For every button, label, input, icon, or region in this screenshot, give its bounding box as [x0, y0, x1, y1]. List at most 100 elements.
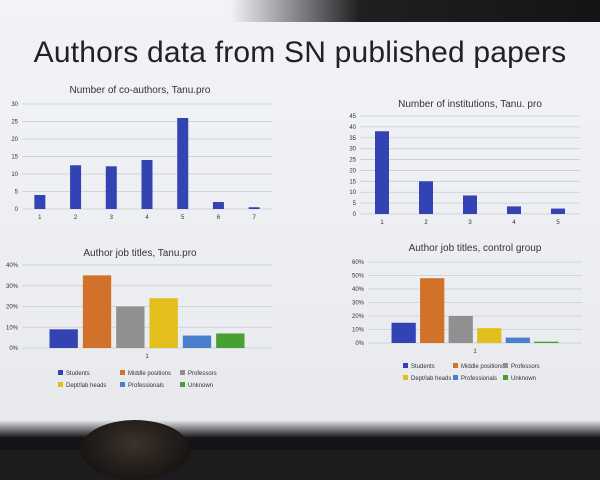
bar-students [391, 322, 416, 343]
x-tick-label: 4 [512, 220, 516, 226]
y-tick-label: 10 [349, 190, 356, 196]
bar [507, 206, 521, 214]
legend-swatch [503, 375, 508, 380]
y-tick-label: 30 [11, 102, 18, 108]
x-tick-label: 2 [74, 215, 78, 221]
legend-label: Middle positions [461, 364, 504, 370]
x-tick-label: 5 [556, 220, 560, 226]
x-tick-label: 6 [217, 215, 221, 221]
y-tick-label: 25 [11, 120, 18, 126]
bar [248, 207, 260, 209]
legend-swatch [58, 382, 63, 387]
bar-unknown [534, 341, 559, 343]
x-tick-label: 3 [110, 215, 114, 221]
y-tick-label: 30% [352, 301, 365, 307]
bar-students [49, 329, 78, 348]
x-tick-label: 7 [252, 215, 256, 221]
bar-professionals [505, 337, 530, 343]
x-tick-label: 5 [181, 215, 185, 221]
coauthors-chart: Number of co-authors, Tanu.pro0510152025… [6, 85, 582, 389]
legend-swatch [503, 363, 508, 368]
bar-middle-positions [82, 275, 112, 348]
x-tick-label: 1 [473, 349, 477, 355]
legend-swatch [403, 363, 408, 368]
y-tick-label: 30 [349, 147, 356, 153]
legend-swatch [58, 370, 63, 375]
legend-swatch [403, 375, 408, 380]
y-tick-label: 20 [11, 137, 18, 143]
y-tick-label: 10 [11, 172, 18, 178]
y-tick-label: 0 [353, 212, 357, 218]
bar [419, 181, 433, 214]
bar-unknown [216, 333, 245, 348]
legend-label: Professionals [461, 376, 497, 382]
y-tick-label: 15 [11, 155, 18, 161]
bar [212, 202, 224, 209]
bar-dept-lab-heads [149, 298, 178, 348]
bar-professors [448, 316, 473, 343]
legend-label: Unknown [188, 383, 213, 389]
legend-label: Middle positions [128, 371, 171, 377]
y-tick-label: 35 [349, 136, 356, 142]
y-tick-label: 25 [349, 158, 356, 164]
chart-title-2: Author job titles, Tanu.pro [83, 248, 197, 259]
legend-swatch [180, 382, 185, 387]
bar [463, 195, 477, 214]
legend-label: Students [66, 371, 90, 377]
y-tick-label: 45 [349, 114, 356, 120]
y-tick-label: 40% [6, 263, 19, 269]
y-tick-label: 0 [15, 207, 19, 213]
presentation-slide: Authors data from SN published papers Nu… [0, 0, 600, 450]
y-tick-label: 20% [352, 314, 365, 320]
y-tick-label: 30% [6, 284, 19, 290]
legend-label: Professors [188, 371, 217, 377]
legend-label: Unknown [511, 376, 536, 382]
legend-label: Students [411, 364, 435, 370]
legend-label: Professors [511, 364, 540, 370]
x-tick-label: 3 [468, 220, 472, 226]
y-tick-label: 60% [352, 260, 365, 266]
y-tick-label: 5 [353, 201, 357, 207]
x-tick-label: 1 [145, 354, 149, 360]
y-tick-label: 0% [9, 346, 18, 352]
slide-title: Authors data from SN published papers [33, 36, 567, 69]
legend-label: Dept/lab heads [66, 383, 106, 389]
x-tick-label: 1 [380, 220, 384, 226]
bar-middle-positions [420, 278, 445, 343]
y-tick-label: 10% [6, 325, 19, 331]
x-tick-label: 2 [424, 220, 428, 226]
bar [34, 195, 46, 209]
bar-professors [116, 306, 145, 348]
chart-title-1: Number of institutions, Tanu. pro [398, 99, 542, 110]
y-tick-label: 10% [352, 328, 365, 334]
bar [141, 160, 153, 209]
y-tick-label: 50% [352, 274, 365, 280]
audience-head [80, 420, 190, 480]
bar [551, 208, 565, 214]
y-tick-label: 40% [352, 287, 365, 293]
bar [177, 118, 189, 209]
screen-edge-shadow [230, 0, 600, 22]
chart-title-3: Author job titles, control group [409, 243, 542, 254]
legend-label: Dept/lab heads [411, 376, 451, 382]
legend-label: Professionals [128, 383, 164, 389]
bar [105, 166, 117, 209]
legend-swatch [453, 363, 458, 368]
y-tick-label: 5 [15, 190, 19, 196]
bar-dept-lab-heads [477, 328, 502, 343]
bar-professionals [182, 335, 212, 348]
y-tick-label: 0% [355, 341, 364, 347]
legend-swatch [120, 382, 125, 387]
x-tick-label: 1 [38, 215, 42, 221]
legend-swatch [180, 370, 185, 375]
y-tick-label: 40 [349, 125, 356, 131]
legend-swatch [120, 370, 125, 375]
x-tick-label: 4 [145, 215, 149, 221]
bar [70, 165, 82, 209]
bar [375, 131, 389, 214]
chart-title-0: Number of co-authors, Tanu.pro [69, 85, 210, 96]
y-tick-label: 20 [349, 168, 356, 174]
y-tick-label: 20% [6, 305, 19, 311]
y-tick-label: 15 [349, 179, 356, 185]
legend-swatch [453, 375, 458, 380]
